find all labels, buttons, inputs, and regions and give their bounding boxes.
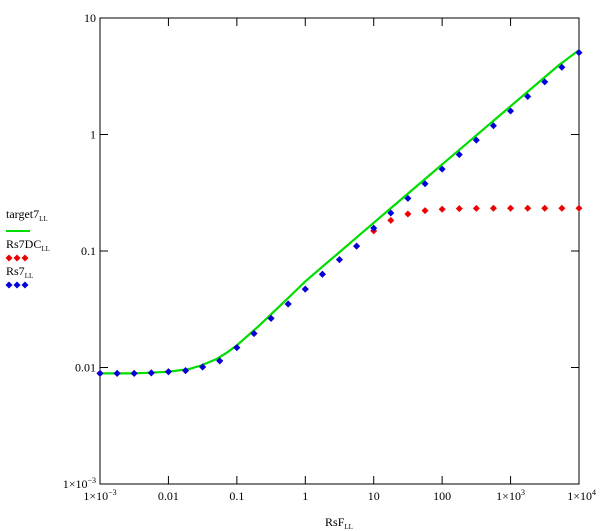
legend-swatch-rs7dc (5, 254, 29, 262)
legend-sub-rs7: LL (25, 272, 34, 280)
y-tick-label: 0.1 (81, 244, 96, 258)
marker-rs7 (147, 369, 155, 377)
y-tick-label: 1 (90, 128, 96, 142)
y-tick-label: 0.01 (75, 361, 96, 375)
marker-rs7 (472, 136, 480, 144)
marker-rs7 (455, 151, 463, 159)
legend-marker-rs7dc (5, 254, 13, 262)
x-tick-label: 1×104 (567, 488, 596, 503)
x-tick-label: 0.01 (158, 489, 179, 503)
marker-rs7 (524, 92, 532, 100)
marker-rs7 (267, 314, 275, 322)
marker-rs7 (438, 165, 446, 173)
plot-series (96, 49, 583, 377)
marker-rs7 (164, 368, 172, 376)
marker-rs7 (353, 242, 361, 250)
x-axis-label-main: RsF (325, 515, 345, 529)
legend-swatch-rs7 (5, 281, 29, 289)
x-tick-labels: 1×10−3 0.01 0.1 1 10 100 1×103 1×104 (83, 488, 596, 503)
marker-rs7 (216, 357, 224, 365)
x-tick-label: 1 (302, 489, 308, 503)
marker-rs7dc (489, 204, 497, 212)
legend-sub-target7: LL (39, 215, 48, 223)
x-axis-label-sub: LL (344, 523, 353, 531)
legend-name-rs7dc: Rs7DC (6, 237, 41, 251)
legend-marker-rs7dc (13, 254, 21, 262)
marker-rs7 (370, 224, 378, 232)
x-tick-label-exponent: −3 (108, 488, 117, 497)
marker-rs7 (318, 270, 326, 278)
marker-rs7 (113, 369, 121, 377)
marker-rs7dc (575, 204, 583, 212)
legend-marker-rs7dc (21, 254, 29, 262)
marker-rs7 (541, 78, 549, 86)
legend: target7LL Rs7DCLL Rs7LL (5, 207, 50, 289)
legend-marker-rs7 (5, 281, 13, 289)
marker-rs7dc (541, 204, 549, 212)
marker-rs7dc (404, 210, 412, 218)
line-target7 (100, 49, 580, 375)
y-tick-label-base: 1×10 (63, 477, 88, 491)
y-tick-label: 1×10−3 (63, 476, 96, 491)
x-tick-label-base: 1×10 (567, 489, 592, 503)
marker-rs7 (250, 329, 258, 337)
series-rs7 (96, 49, 583, 377)
legend-label-rs7: Rs7LL (6, 264, 33, 280)
marker-rs7 (507, 107, 515, 115)
marker-rs7 (489, 122, 497, 130)
marker-rs7 (130, 369, 138, 377)
marker-rs7 (558, 63, 566, 71)
x-tick-label-base: 1×10 (496, 489, 521, 503)
marker-rs7dc (524, 204, 532, 212)
y-tick-label: 10 (84, 11, 96, 25)
legend-sub-rs7dc: LL (41, 245, 50, 253)
marker-rs7 (387, 209, 395, 217)
legend-name-target7: target7 (6, 207, 39, 221)
legend-marker-rs7 (13, 281, 21, 289)
x-tick-label-exponent: 3 (521, 488, 525, 497)
legend-label-target7: target7LL (6, 207, 48, 223)
axis-ticks (99, 17, 580, 485)
x-tick-label: 100 (433, 489, 451, 503)
x-tick-label-base: 1×10 (83, 489, 108, 503)
marker-rs7 (182, 367, 190, 375)
marker-rs7 (404, 194, 412, 202)
marker-rs7dc (455, 205, 463, 213)
x-tick-label: 1×103 (496, 488, 525, 503)
x-axis-label: RsFLL (325, 515, 353, 531)
marker-rs7dc (387, 216, 395, 224)
marker-rs7 (575, 49, 583, 57)
y-tick-label-exponent: −3 (87, 476, 96, 485)
x-tick-label-exponent: 4 (592, 488, 596, 497)
marker-rs7 (301, 285, 309, 293)
y-tick-labels: 1×10−3 0.01 0.1 1 10 (63, 11, 96, 491)
x-tick-label: 1×10−3 (83, 488, 116, 503)
legend-label-rs7dc: Rs7DCLL (6, 237, 50, 253)
marker-rs7dc (558, 204, 566, 212)
x-tick-label: 0.1 (229, 489, 244, 503)
marker-rs7 (199, 363, 207, 371)
legend-name-rs7: Rs7 (6, 264, 25, 278)
marker-rs7 (96, 369, 104, 377)
marker-rs7dc (507, 204, 515, 212)
marker-rs7dc (421, 207, 429, 215)
marker-rs7 (284, 300, 292, 308)
marker-rs7dc (438, 205, 446, 213)
marker-rs7 (233, 344, 241, 352)
marker-rs7 (335, 256, 343, 264)
legend-marker-rs7 (21, 281, 29, 289)
marker-rs7 (421, 180, 429, 188)
series-target7 (100, 49, 580, 375)
x-tick-label: 10 (368, 489, 380, 503)
marker-rs7dc (472, 204, 480, 212)
